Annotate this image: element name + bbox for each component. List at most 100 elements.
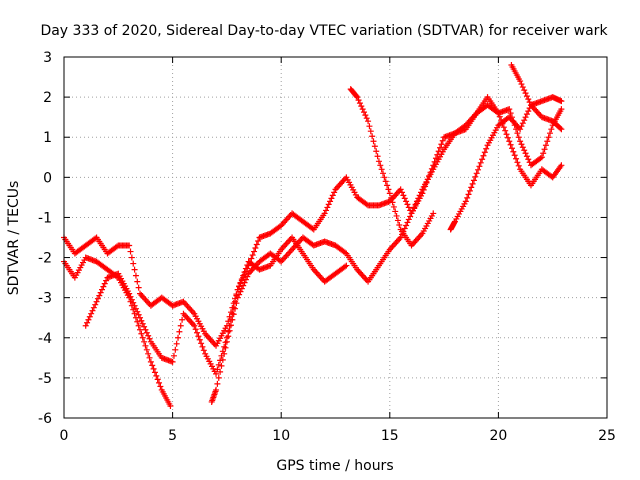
- data-point-marker: [157, 383, 164, 390]
- data-point-marker: [139, 334, 146, 341]
- data-point-marker: [557, 125, 564, 132]
- data-point-marker: [172, 346, 179, 353]
- data-point-marker: [128, 254, 135, 261]
- data-point-marker: [103, 277, 110, 284]
- data-point-marker: [128, 296, 135, 303]
- data-point-marker: [130, 306, 137, 313]
- axis-ticks: [63, 56, 608, 419]
- data-point-marker: [354, 94, 361, 101]
- data-point-marker: [367, 128, 374, 135]
- data-point-marker: [99, 286, 106, 293]
- data-point-marker: [470, 177, 477, 184]
- data-point-marker: [363, 115, 370, 122]
- data-point-marker: [477, 159, 484, 166]
- data-point-marker: [517, 138, 524, 145]
- data-point-marker: [405, 216, 412, 223]
- data-point-marker: [150, 365, 157, 372]
- data-point-marker: [409, 207, 416, 214]
- data-point-marker: [439, 137, 446, 144]
- data-point-marker: [374, 153, 381, 160]
- data-point-marker: [85, 316, 92, 323]
- data-point-marker: [100, 283, 107, 290]
- data-point-marker: [506, 106, 513, 113]
- data-point-marker: [514, 159, 521, 166]
- data-point-marker: [362, 112, 369, 119]
- data-point-marker: [430, 210, 437, 217]
- data-point-marker: [358, 103, 365, 110]
- data-point-marker: [558, 162, 565, 169]
- data-point-marker: [135, 311, 142, 318]
- data-point-marker: [101, 280, 108, 287]
- data-point-marker: [483, 145, 490, 152]
- data-point-marker: [324, 204, 331, 211]
- data-point-marker: [386, 190, 393, 197]
- data-point-marker: [141, 338, 148, 345]
- x-axis-label: GPS time / hours: [276, 458, 393, 474]
- data-point-marker: [370, 138, 377, 145]
- data-point-marker: [192, 326, 199, 333]
- data-point-marker: [252, 245, 259, 252]
- data-point-marker: [517, 126, 524, 133]
- data-point-marker: [325, 201, 332, 208]
- data-point-marker: [523, 153, 530, 160]
- data-point-marker: [135, 322, 142, 329]
- data-point-marker: [365, 118, 372, 125]
- data-point-marker: [465, 191, 472, 198]
- data-point-marker: [196, 336, 203, 343]
- data-point-marker: [378, 166, 385, 173]
- data-point-marker: [416, 192, 423, 199]
- data-point-marker: [97, 289, 104, 296]
- data-point-marker: [248, 255, 255, 262]
- data-point-marker: [401, 195, 408, 202]
- data-point-marker: [215, 374, 222, 381]
- y-tick-labels: -6 -5 -4 -3 -2 -1 0 1 2 3: [38, 50, 52, 427]
- data-point-marker: [495, 110, 502, 117]
- data-point-marker: [156, 379, 163, 386]
- data-point-marker: [126, 242, 133, 249]
- data-point-marker: [309, 225, 316, 232]
- data-point-marker: [522, 114, 529, 121]
- data-point-marker: [480, 152, 487, 159]
- data-point-marker: [369, 133, 376, 140]
- data-point-marker: [134, 318, 141, 325]
- data-point-marker: [401, 225, 408, 232]
- data-point-marker: [438, 141, 445, 148]
- data-point-marker: [384, 182, 391, 189]
- y-tick-label: -2: [38, 251, 52, 267]
- data-point-marker: [518, 141, 525, 148]
- data-point-marker: [176, 328, 183, 335]
- data-point-marker: [514, 130, 521, 137]
- data-point-marker: [84, 319, 91, 326]
- data-points: [61, 62, 565, 409]
- data-point-marker: [415, 195, 422, 202]
- data-point-marker: [194, 329, 201, 336]
- data-point-marker: [139, 320, 146, 327]
- data-point-marker: [127, 293, 134, 300]
- data-point-marker: [90, 304, 97, 311]
- data-point-marker: [191, 322, 198, 329]
- data-point-marker: [141, 323, 148, 330]
- data-point-marker: [400, 192, 407, 199]
- y-tick-label: 1: [43, 130, 52, 146]
- data-point-marker: [504, 134, 511, 141]
- data-point-marker: [522, 90, 529, 97]
- data-point-marker: [126, 290, 133, 297]
- data-point-marker: [403, 198, 410, 205]
- data-point-marker: [328, 195, 335, 202]
- data-point-marker: [241, 269, 248, 276]
- data-point-marker: [475, 166, 482, 173]
- data-point-marker: [200, 347, 207, 354]
- data-point-marker: [134, 308, 141, 315]
- data-point-marker: [515, 162, 522, 169]
- data-point-marker: [215, 361, 222, 368]
- data-point-marker: [502, 127, 509, 134]
- data-point-marker: [219, 356, 226, 363]
- data-point-marker: [506, 138, 513, 145]
- data-point-marker: [518, 123, 525, 130]
- data-point-marker: [173, 340, 180, 347]
- data-point-marker: [241, 279, 248, 286]
- chart-title: Day 333 of 2020, Sidereal Day-to-day VTE…: [40, 23, 608, 39]
- data-point-marker: [153, 372, 160, 379]
- data-point-marker: [175, 334, 182, 341]
